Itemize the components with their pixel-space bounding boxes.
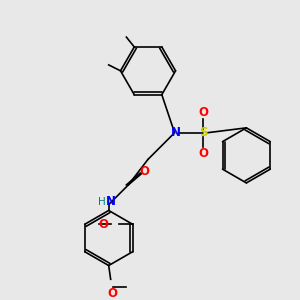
Text: N: N (106, 195, 116, 208)
Text: S: S (199, 126, 207, 139)
Text: O: O (108, 286, 118, 300)
Text: O: O (198, 106, 208, 118)
Text: O: O (198, 147, 208, 160)
Text: O: O (139, 165, 149, 178)
Text: H: H (98, 196, 106, 207)
Text: N: N (171, 126, 181, 139)
Text: O: O (98, 218, 108, 231)
